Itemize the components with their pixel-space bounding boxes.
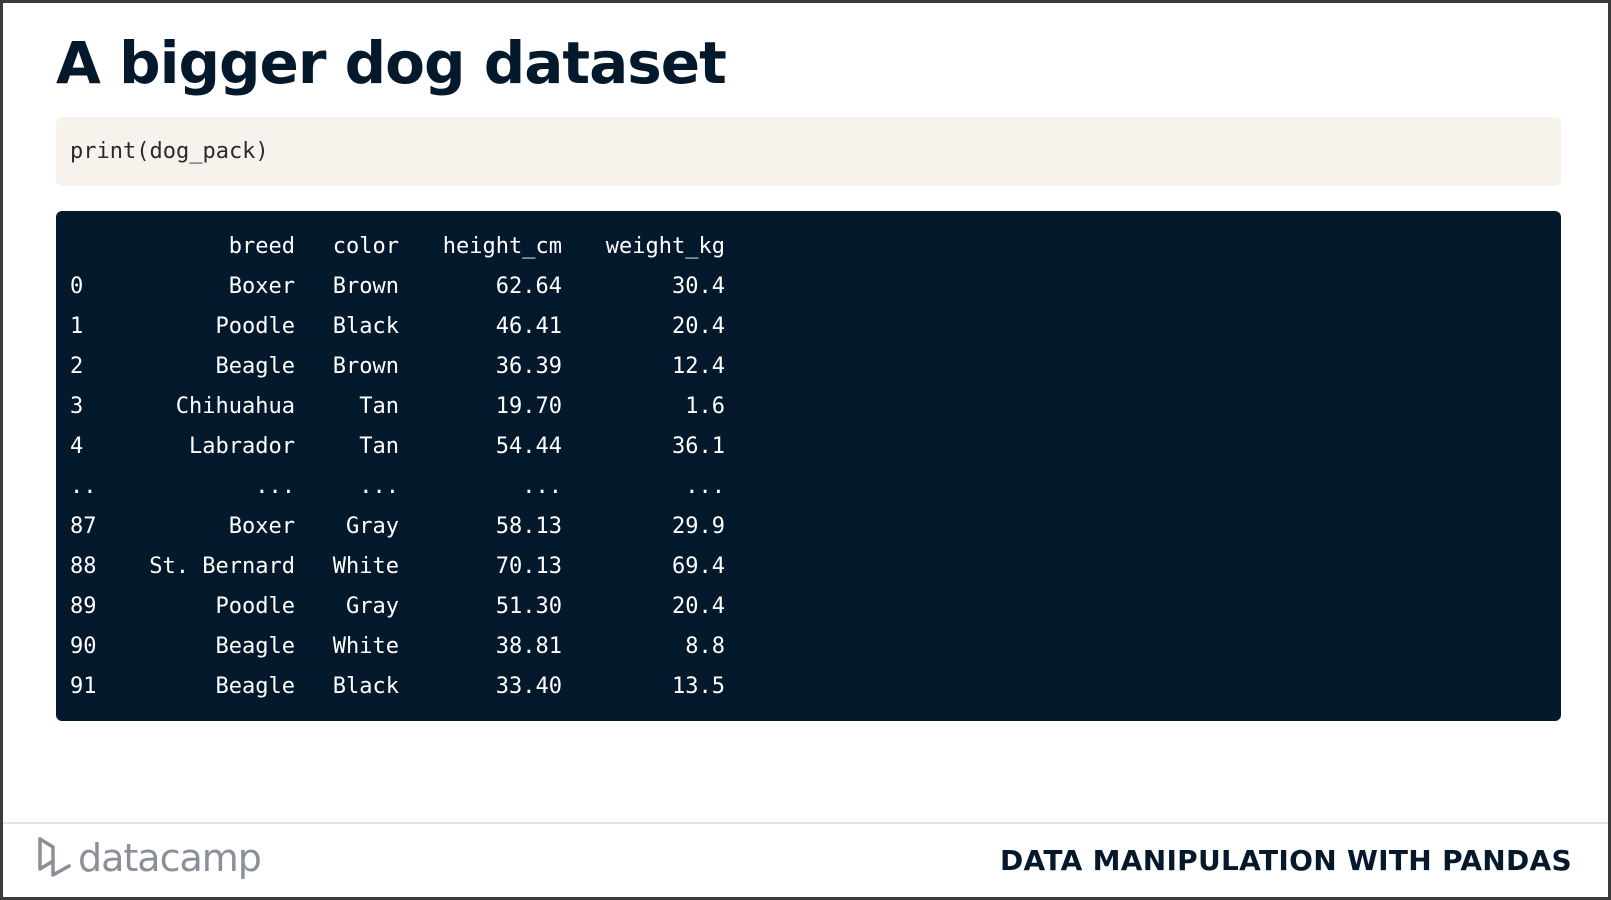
cell-color: Tan	[359, 433, 399, 459]
cell-breed: Boxer	[228, 273, 295, 299]
cell-height: 38.81	[495, 633, 562, 659]
cell-weight: ...	[685, 473, 725, 499]
row-index: 3	[70, 393, 84, 419]
row-index: 2	[70, 353, 84, 379]
row-index: 88	[70, 553, 97, 579]
table-row: 0 Boxer Brown 62.64 30.4	[70, 266, 725, 306]
row-index: 89	[70, 593, 97, 619]
slide-title: A bigger dog dataset	[56, 29, 727, 97]
cell-height: ...	[522, 473, 562, 499]
column-header-weight: weight_kg	[605, 233, 725, 259]
row-index: 1	[70, 313, 84, 339]
table-body: 0 Boxer Brown 62.64 30.4 1 Poodle Black 46.41 20.…	[70, 266, 725, 706]
dataframe-output: breed color height_cm weight_kg 0 Boxer Br…	[70, 226, 725, 706]
datacamp-logo-icon	[38, 837, 71, 877]
table-row: ..............	[70, 466, 725, 506]
cell-breed: Beagle	[215, 633, 295, 659]
logo-text: datacamp	[78, 836, 262, 880]
cell-height: 51.30	[495, 593, 562, 619]
cell-breed: Poodle	[215, 313, 295, 339]
cell-color: Gray	[346, 513, 399, 539]
cell-color: Black	[332, 313, 399, 339]
table-header-row: breed color height_cm weight_kg	[70, 226, 725, 266]
cell-breed: St. Bernard	[149, 553, 295, 579]
cell-color: Brown	[332, 353, 399, 379]
cell-height: 70.13	[495, 553, 562, 579]
code-block: print(dog_pack)	[56, 117, 1561, 186]
cell-height: 19.70	[495, 393, 562, 419]
cell-color: Black	[332, 673, 399, 699]
course-name: DATA MANIPULATION WITH PANDAS	[1000, 844, 1572, 877]
cell-weight: 29.9	[672, 513, 725, 539]
table-row: 90 Beagle White 38.81 8.8	[70, 626, 725, 666]
cell-weight: 12.4	[672, 353, 725, 379]
row-index: ..	[70, 473, 97, 499]
cell-weight: 69.4	[672, 553, 725, 579]
cell-color: ...	[359, 473, 399, 499]
column-header-index	[70, 226, 130, 266]
table-row: 1 Poodle Black 46.41 20.4	[70, 306, 725, 346]
column-header-height: height_cm	[442, 233, 562, 259]
cell-color: Tan	[359, 393, 399, 419]
row-index: 0	[70, 273, 84, 299]
cell-color: Gray	[346, 593, 399, 619]
table-row: 3 Chihuahua Tan 19.70 1.6	[70, 386, 725, 426]
cell-height: 54.44	[495, 433, 562, 459]
cell-weight: 13.5	[672, 673, 725, 699]
row-index: 91	[70, 673, 97, 699]
cell-weight: 1.6	[685, 393, 725, 419]
cell-color: Brown	[332, 273, 399, 299]
cell-weight: 36.1	[672, 433, 725, 459]
cell-weight: 20.4	[672, 313, 725, 339]
column-header-breed: breed	[228, 233, 295, 259]
table-row: 87 Boxer Gray 58.13 29.9	[70, 506, 725, 546]
row-index: 90	[70, 633, 97, 659]
cell-color: White	[332, 633, 399, 659]
cell-height: 36.39	[495, 353, 562, 379]
table-row: 91 Beagle Black 33.40 13.5	[70, 666, 725, 706]
cell-breed: Beagle	[215, 353, 295, 379]
cell-breed: Labrador	[189, 433, 295, 459]
table-row: 2 Beagle Brown 36.39 12.4	[70, 346, 725, 386]
cell-weight: 20.4	[672, 593, 725, 619]
cell-height: 62.64	[495, 273, 562, 299]
table-row: 89 Poodle Gray 51.30 20.4	[70, 586, 725, 626]
cell-height: 58.13	[495, 513, 562, 539]
cell-height: 33.40	[495, 673, 562, 699]
cell-weight: 30.4	[672, 273, 725, 299]
footer-divider	[3, 822, 1608, 824]
column-header-color: color	[332, 233, 399, 259]
cell-breed: Boxer	[228, 513, 295, 539]
code-text: print(dog_pack)	[70, 139, 269, 164]
cell-breed: Poodle	[215, 593, 295, 619]
output-block: breed color height_cm weight_kg 0 Boxer Br…	[56, 211, 1561, 721]
table-row: 88 St. Bernard White 70.13 69.4	[70, 546, 725, 586]
cell-color: White	[332, 553, 399, 579]
datacamp-logo: datacamp	[36, 835, 262, 881]
cell-breed: Beagle	[215, 673, 295, 699]
row-index: 87	[70, 513, 97, 539]
cell-breed: Chihuahua	[175, 393, 295, 419]
cell-weight: 8.8	[685, 633, 725, 659]
cell-height: 46.41	[495, 313, 562, 339]
row-index: 4	[70, 433, 84, 459]
cell-breed: ...	[255, 473, 295, 499]
table-row: 4 Labrador Tan 54.44 36.1	[70, 426, 725, 466]
